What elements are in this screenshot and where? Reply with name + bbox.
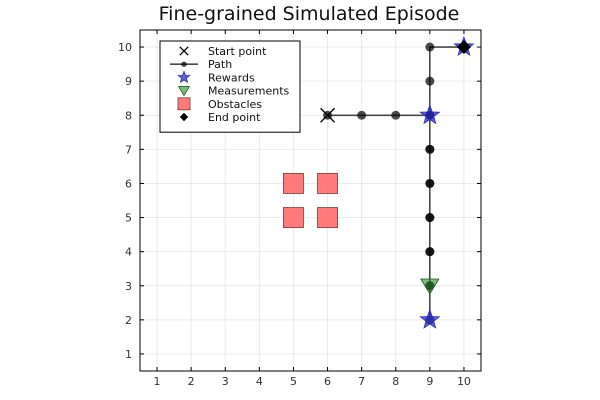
legend-label: Start point (208, 45, 267, 58)
obstacle-marker (283, 207, 304, 228)
end-point-marker (456, 40, 471, 55)
x-tick-label: 7 (358, 375, 365, 388)
y-tick-label: 1 (125, 348, 132, 361)
path-point (425, 42, 435, 52)
x-tick-label: 3 (222, 375, 229, 388)
legend-swatch (177, 70, 191, 84)
y-tick-label: 10 (118, 41, 132, 54)
path-point (425, 178, 435, 188)
path-point (357, 110, 367, 120)
chart-title: Fine-grained Simulated Episode (159, 3, 460, 25)
legend-swatch (181, 61, 187, 67)
legend-swatch (177, 86, 191, 97)
y-tick-label: 2 (125, 314, 132, 327)
path-point (425, 247, 435, 257)
y-tick-label: 6 (125, 177, 132, 190)
grid (140, 30, 481, 371)
x-tick-label: 8 (392, 375, 399, 388)
x-tick-label: 2 (188, 375, 195, 388)
x-tick-label: 5 (290, 375, 297, 388)
y-tick-label: 7 (125, 143, 132, 156)
legend-swatch (179, 112, 189, 122)
start-point-marker (320, 107, 336, 123)
legend-label: Measurements (208, 85, 290, 98)
legend-label: Obstacles (208, 98, 262, 111)
obstacle-marker (317, 207, 338, 228)
legend-label: End point (208, 111, 261, 124)
reward-marker (419, 104, 441, 125)
obstacle-marker (283, 173, 304, 194)
measurement-marker (420, 278, 440, 295)
path-point (425, 76, 435, 86)
legend-label: Rewards (208, 71, 255, 84)
x-tick-label: 10 (457, 375, 471, 388)
legend: Start pointPathRewardsMeasurementsObstac… (159, 40, 301, 133)
x-tick-label: 4 (256, 375, 263, 388)
legend-swatch-stroke (179, 46, 189, 56)
y-tick-label: 5 (125, 212, 132, 225)
reward-marker (419, 308, 441, 329)
obstacle-marker (317, 173, 338, 194)
data-marks (283, 35, 475, 329)
x-tick-label: 6 (324, 375, 331, 388)
legend-label: Path (208, 58, 232, 71)
y-tick-label: 8 (125, 109, 132, 122)
legend-swatch (177, 97, 191, 111)
y-tick-label: 3 (125, 280, 132, 293)
path-point (425, 213, 435, 223)
path-point (425, 144, 435, 154)
axis-ticks: 1 2 3 4 5 6 7 8 9 10 1 2 3 4 5 6 7 8 9 10 (118, 30, 481, 388)
y-tick-label: 9 (125, 75, 132, 88)
start-point-marker-stroke (320, 107, 336, 123)
x-tick-label: 9 (426, 375, 433, 388)
plot-frame (139, 29, 482, 372)
path-point (391, 110, 401, 120)
x-tick-label: 1 (154, 375, 161, 388)
y-tick-label: 4 (125, 246, 132, 259)
legend-swatch (179, 46, 189, 56)
